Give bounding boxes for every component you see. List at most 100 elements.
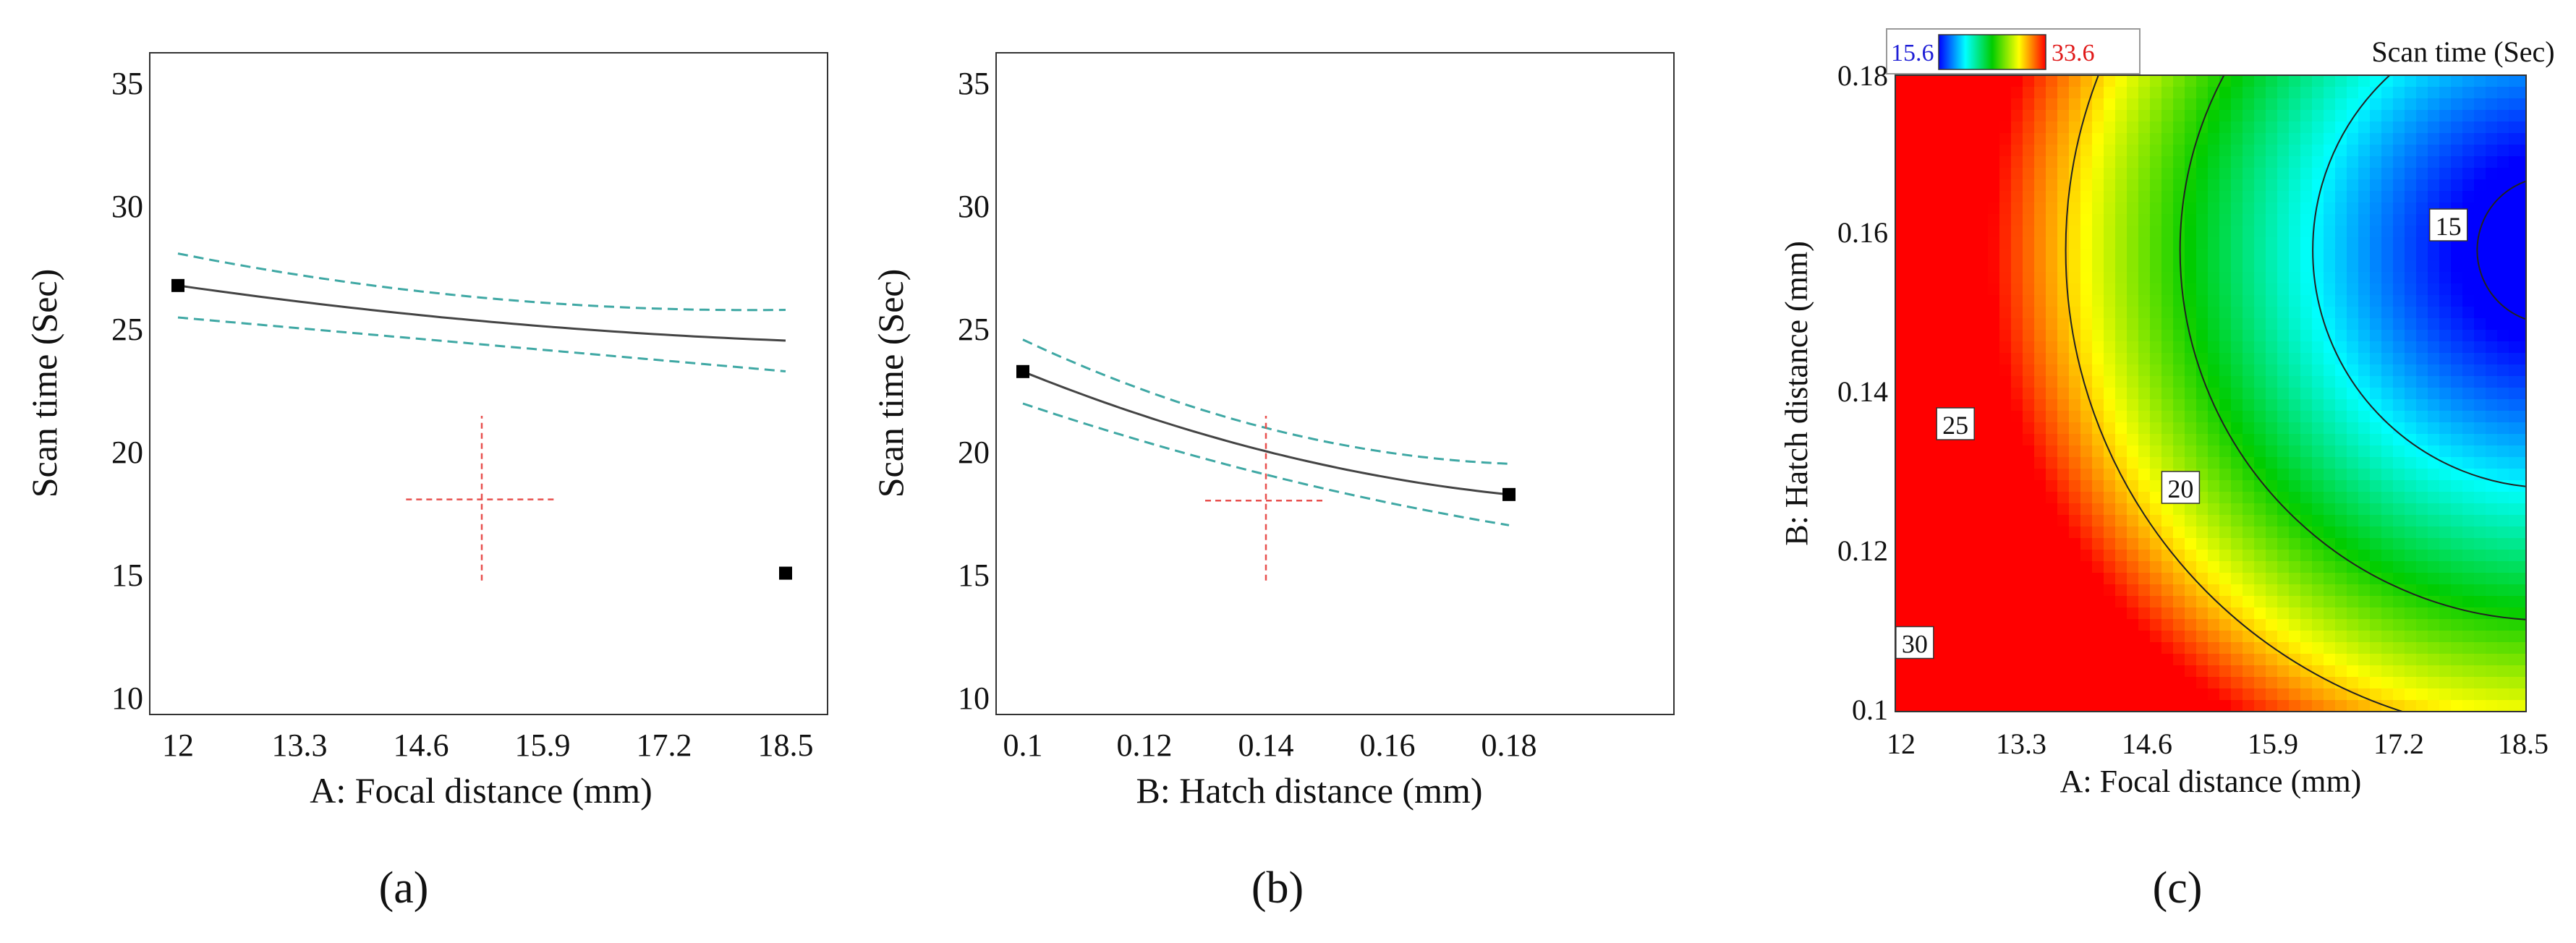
heatmap-cell bbox=[2231, 596, 2243, 608]
heatmap-cell bbox=[1895, 260, 1908, 273]
heatmap-cell bbox=[2324, 445, 2336, 458]
heatmap-cell bbox=[1918, 260, 1931, 273]
heatmap-cell bbox=[2057, 411, 2070, 423]
heatmap-cell bbox=[1930, 700, 1942, 712]
heatmap-cell bbox=[2277, 573, 2290, 585]
heatmap-cell bbox=[2138, 272, 2151, 284]
heatmap-cell bbox=[2046, 399, 2058, 411]
heatmap-cell bbox=[2254, 330, 2266, 342]
heatmap-cell bbox=[2161, 619, 2174, 631]
heatmap-cell bbox=[2370, 503, 2382, 516]
heatmap-cell bbox=[2324, 283, 2336, 296]
heatmap-cell bbox=[2173, 665, 2185, 678]
heatmap-cell bbox=[2196, 87, 2209, 99]
heatmap-cell bbox=[2092, 179, 2104, 192]
heatmap-cell bbox=[2161, 133, 2174, 145]
heatmap-cell bbox=[2370, 226, 2382, 238]
heatmap-cell bbox=[2277, 179, 2290, 192]
heatmap-cell bbox=[2312, 503, 2324, 516]
heatmap-cell bbox=[2289, 503, 2301, 516]
heatmap-cell bbox=[2370, 388, 2382, 400]
heatmap-cell bbox=[2312, 700, 2324, 712]
heatmap-cell bbox=[2023, 341, 2035, 354]
heatmap-cell bbox=[1999, 202, 2012, 215]
heatmap-cell bbox=[2104, 596, 2116, 608]
heatmap-cell bbox=[2115, 573, 2127, 585]
heatmap-cell bbox=[1918, 561, 1931, 573]
heatmap-cell bbox=[2439, 87, 2452, 99]
heatmap-cell bbox=[2277, 561, 2290, 573]
heatmap-cell bbox=[2266, 411, 2278, 423]
heatmap-cell bbox=[2381, 688, 2394, 701]
heatmap-cell bbox=[2428, 341, 2440, 354]
panel-b-ytick: 15 bbox=[958, 558, 990, 593]
heatmap-cell bbox=[2509, 480, 2521, 492]
heatmap-cell bbox=[2243, 168, 2255, 180]
heatmap-cell bbox=[2092, 353, 2104, 365]
heatmap-cell bbox=[1907, 353, 1919, 365]
heatmap-cell bbox=[2208, 550, 2220, 562]
heatmap-cell bbox=[2451, 399, 2463, 411]
heatmap-cell bbox=[2439, 341, 2452, 354]
heatmap-cell bbox=[2185, 237, 2197, 249]
heatmap-cell bbox=[1999, 399, 2012, 411]
heatmap-cell bbox=[2300, 700, 2313, 712]
heatmap-cell bbox=[2046, 688, 2058, 701]
heatmap-cell bbox=[1918, 341, 1931, 354]
heatmap-cell bbox=[2254, 573, 2266, 585]
heatmap-cell bbox=[2069, 480, 2081, 492]
heatmap-cell bbox=[2254, 688, 2266, 701]
heatmap-cell bbox=[2254, 156, 2266, 168]
heatmap-cell bbox=[2497, 214, 2509, 226]
heatmap-cell bbox=[2104, 318, 2116, 330]
heatmap-cell bbox=[2324, 98, 2336, 111]
heatmap-cell bbox=[1942, 260, 1954, 273]
heatmap-cell bbox=[2254, 202, 2266, 215]
heatmap-cell bbox=[2046, 318, 2058, 330]
heatmap-cell bbox=[2405, 700, 2417, 712]
heatmap-cell bbox=[2439, 642, 2452, 654]
heatmap-cell bbox=[2405, 642, 2417, 654]
heatmap-cell bbox=[1895, 353, 1908, 365]
heatmap-cell bbox=[2219, 226, 2232, 238]
heatmap-cell bbox=[2509, 237, 2521, 249]
heatmap-cell bbox=[2509, 538, 2521, 550]
heatmap-cell bbox=[2289, 619, 2301, 631]
heatmap-cell bbox=[2185, 179, 2197, 192]
heatmap-cell bbox=[2069, 434, 2081, 446]
heatmap-cell bbox=[2393, 318, 2405, 330]
heatmap-cell bbox=[2080, 469, 2093, 481]
heatmap-cell bbox=[2011, 411, 2023, 423]
heatmap-cell bbox=[2219, 388, 2232, 400]
heatmap-cell bbox=[2358, 388, 2371, 400]
heatmap-cell bbox=[2150, 341, 2162, 354]
heatmap-cell bbox=[2266, 399, 2278, 411]
heatmap-cell bbox=[2057, 654, 2070, 666]
heatmap-cell bbox=[2092, 226, 2104, 238]
heatmap-cell bbox=[2370, 550, 2382, 562]
heatmap-cell bbox=[2161, 110, 2174, 122]
heatmap-cell bbox=[2393, 260, 2405, 273]
heatmap-cell bbox=[2509, 168, 2521, 180]
heatmap-cell bbox=[2115, 353, 2127, 365]
heatmap-cell bbox=[2092, 388, 2104, 400]
heatmap-cell bbox=[1965, 226, 1977, 238]
heatmap-cell bbox=[2405, 388, 2417, 400]
heatmap-cell bbox=[2046, 619, 2058, 631]
heatmap-cell bbox=[2243, 260, 2255, 273]
heatmap-cell bbox=[2416, 191, 2428, 203]
heatmap-cell bbox=[2300, 87, 2313, 99]
heatmap-cell bbox=[1953, 318, 1965, 330]
heatmap-cell bbox=[2300, 133, 2313, 145]
heatmap-cell bbox=[2104, 550, 2116, 562]
heatmap-cell bbox=[2289, 145, 2301, 157]
heatmap-cell bbox=[2520, 700, 2526, 712]
heatmap-cell bbox=[2115, 364, 2127, 377]
heatmap-cell bbox=[2462, 318, 2475, 330]
contour-label-text: 20 bbox=[2167, 474, 2193, 503]
heatmap-cell bbox=[1895, 283, 1908, 296]
heatmap-cell bbox=[2023, 561, 2035, 573]
heatmap-cell bbox=[2416, 457, 2428, 469]
heatmap-cell bbox=[2046, 388, 2058, 400]
heatmap-cell bbox=[2474, 596, 2486, 608]
